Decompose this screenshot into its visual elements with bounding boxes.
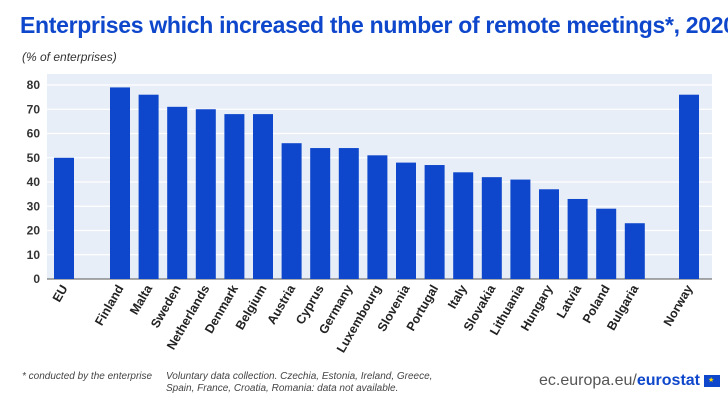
bar-slovenia [396, 162, 416, 279]
y-tick-label: 0 [33, 272, 40, 286]
bar-belgium [253, 114, 273, 279]
x-tick-label: EU [50, 283, 71, 305]
bar-portugal [424, 165, 445, 279]
bar-germany [338, 148, 359, 279]
x-tick-label: Latvia [554, 282, 585, 321]
x-tick-label: Malta [127, 282, 156, 318]
x-tick-label: Norway [661, 282, 696, 328]
bar-netherlands [195, 109, 216, 279]
logo-brand: eurostat [636, 372, 700, 389]
bar-bulgaria [624, 223, 645, 279]
bar-eu [54, 157, 74, 279]
y-tick-label: 70 [27, 102, 41, 116]
y-tick-label: 50 [27, 151, 41, 165]
bar-italy [453, 172, 474, 279]
eu-flag-icon [704, 375, 720, 387]
y-tick-label: 20 [27, 224, 41, 238]
bar-latvia [567, 198, 588, 279]
bar-austria [281, 143, 302, 279]
data-note: Voluntary data collection. Czechia, Esto… [166, 371, 433, 394]
bar-hungary [539, 189, 559, 279]
x-tick-label: Finland [92, 283, 126, 328]
y-tick-label: 10 [27, 248, 41, 262]
bar-denmark [224, 114, 245, 279]
y-tick-label: 80 [27, 78, 41, 92]
x-tick-label: Italy [445, 282, 470, 311]
bar-poland [596, 208, 617, 279]
y-tick-label: 60 [27, 127, 41, 141]
bar-norway [679, 94, 699, 279]
bar-lithuania [510, 179, 531, 279]
bar-cyprus [310, 148, 331, 279]
footnote: * conducted by the enterprise [22, 371, 153, 382]
y-tick-label: 30 [27, 199, 41, 213]
bar-slovakia [481, 177, 502, 279]
bar-finland [110, 87, 130, 279]
bar-luxembourg [367, 155, 388, 279]
y-tick-label: 40 [27, 175, 41, 189]
eurostat-logo[interactable]: ec.europa.eu/eurostat [539, 372, 720, 390]
bar-sweden [167, 106, 188, 279]
bar-malta [138, 94, 159, 279]
chart-title: Enterprises which increased the number o… [20, 12, 728, 38]
logo-domain: ec.europa.eu/ [539, 372, 637, 389]
chart-subtitle: (% of enterprises) [22, 50, 117, 64]
